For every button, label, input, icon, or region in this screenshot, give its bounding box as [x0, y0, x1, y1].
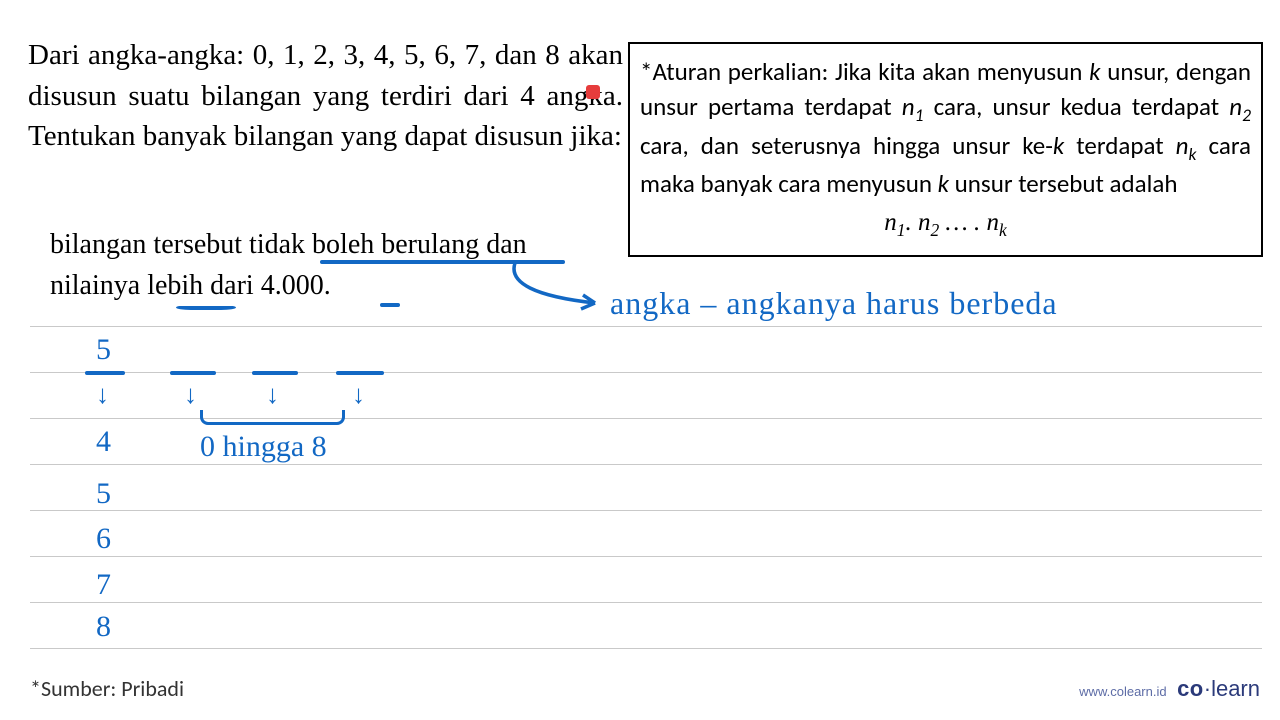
lined-area: [30, 326, 1262, 666]
underline-nilainya: [176, 305, 236, 310]
arrow-down-1: ↓: [96, 380, 109, 410]
left-num-8: 8: [96, 610, 111, 644]
slot-line-1: [85, 371, 125, 375]
rule-box: *Aturan perkalian: Jika kita akan menyus…: [628, 42, 1263, 257]
problem-text: Dari angka-angka: 0, 1, 2, 3, 4, 5, 6, 7…: [28, 35, 623, 157]
brand: www.colearn.id co·learn: [1079, 676, 1260, 702]
underline-4: [380, 303, 400, 307]
arrow-to-note: [500, 258, 620, 318]
left-num-4: 4: [96, 425, 111, 459]
rule-text: *Aturan perkalian: Jika kita akan menyus…: [640, 56, 1251, 199]
left-num-5: 5: [96, 477, 111, 511]
brand-learn: learn: [1211, 676, 1260, 701]
bracket-slots: [200, 410, 345, 425]
brand-url: www.colearn.id: [1079, 684, 1166, 699]
slot-line-3: [252, 371, 298, 375]
left-num-7: 7: [96, 568, 111, 602]
slot-line-2: [170, 371, 216, 375]
arrow-down-2: ↓: [184, 380, 197, 410]
rule-formula: n1. n2 … . nk: [640, 205, 1251, 243]
arrow-down-3: ↓: [266, 380, 279, 410]
range-label: 0 hingga 8: [200, 430, 327, 464]
slot-value-1: 5: [96, 333, 111, 367]
source-label: *Sumber: Pribadi: [30, 675, 184, 702]
slot-line-4: [336, 371, 384, 375]
note-angka-berbeda: angka – angkanya harus berbeda: [610, 285, 1058, 322]
brand-co: co: [1177, 676, 1204, 701]
brand-dot: ·: [1204, 676, 1211, 701]
cursor-dot: [586, 85, 600, 99]
arrow-down-4: ↓: [352, 380, 365, 410]
left-num-6: 6: [96, 522, 111, 556]
